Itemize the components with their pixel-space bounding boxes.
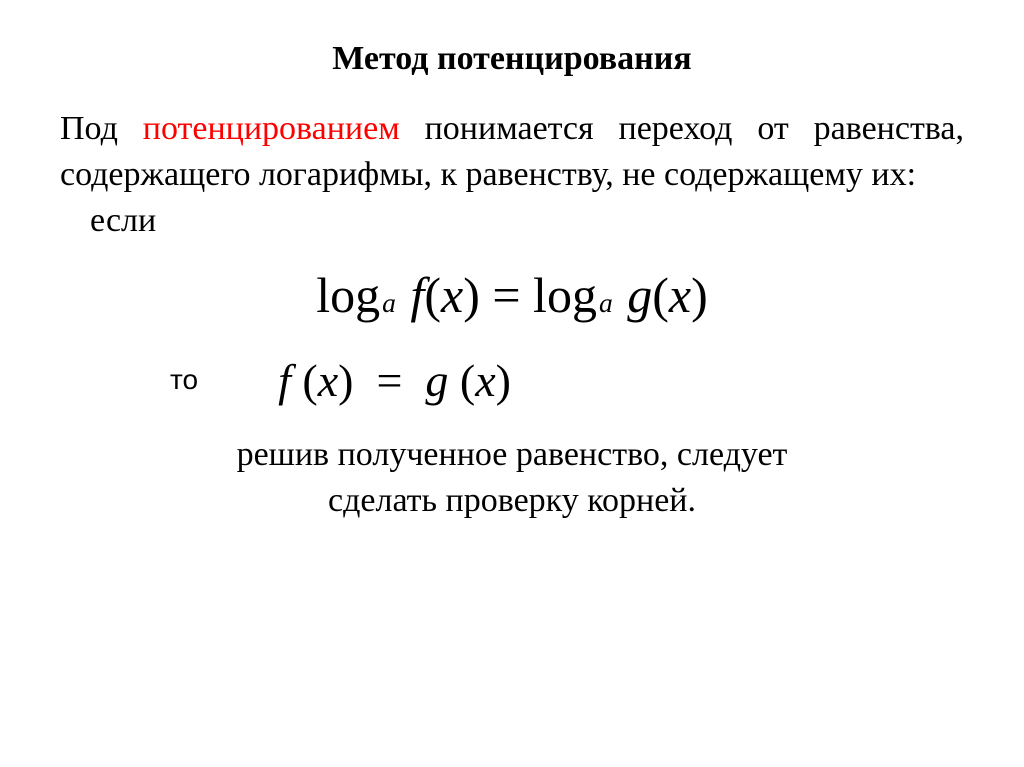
formula-1-row: loga f (x) = loga g (x) (60, 266, 964, 324)
f2-lp1: ( (302, 355, 317, 406)
f1-eq: = (492, 266, 520, 324)
f2-eq: = (376, 355, 402, 406)
f1-log1: log (316, 266, 380, 324)
f2-g: g (425, 355, 448, 406)
f1-lp1: ( (424, 266, 441, 324)
definition-paragraph: Под потенцированием понимается переход о… (60, 106, 964, 244)
f1-x2: x (669, 266, 691, 324)
closing-line-2: сделать проверку корней. (328, 482, 696, 519)
para-highlight: потенцированием (143, 110, 400, 147)
para-if: если (60, 198, 156, 244)
f2-f: f (278, 355, 291, 406)
slide-title: Метод потенцирования (60, 40, 964, 78)
then-row: то f (x) = g (x) (60, 354, 964, 407)
f1-rp1: ) (463, 266, 480, 324)
formula-1: loga f (x) = loga g (x) (316, 266, 707, 324)
f1-g: g (627, 266, 652, 324)
f2-x2: x (475, 355, 495, 406)
f1-x1: x (441, 266, 463, 324)
f1-lp2: ( (652, 266, 669, 324)
f1-sub1: a (380, 287, 398, 319)
f2-rp2: ) (496, 355, 511, 406)
para-lead: Под (60, 110, 143, 147)
f1-sub2: a (597, 287, 615, 319)
f2-rp1: ) (338, 355, 353, 406)
closing-text: решив полученное равенство, следует сдел… (60, 432, 964, 524)
formula-2: f (x) = g (x) (278, 354, 511, 407)
f2-x1: x (318, 355, 338, 406)
f1-f: f (410, 266, 424, 324)
f1-rp2: ) (691, 266, 708, 324)
slide: Метод потенцирования Под потенцированием… (0, 0, 1024, 767)
closing-line-1: решив полученное равенство, следует (237, 436, 788, 473)
f1-log2: log (533, 266, 597, 324)
then-label: то (170, 364, 198, 396)
f2-lp2: ( (460, 355, 475, 406)
